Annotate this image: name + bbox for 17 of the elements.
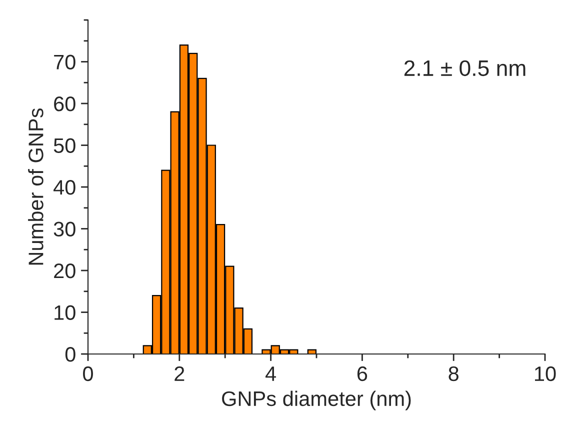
y-tick-label: 40 (54, 180, 76, 195)
y-tick-label: 70 (54, 54, 76, 70)
x-tick-label: 10 (535, 366, 556, 382)
y-axis-title: Number of GNPs (28, 108, 44, 265)
y-tick-label: 30 (54, 222, 76, 237)
x-axis-title: GNPs diameter (nm) (222, 390, 411, 410)
y-tick-label: 10 (54, 305, 76, 320)
y-tick-label: 60 (54, 96, 76, 112)
y-tick-label: 20 (54, 264, 76, 278)
x-tick-label: 2 (174, 366, 184, 381)
x-tick-label: 6 (357, 366, 368, 382)
y-tick-label: 50 (54, 138, 76, 154)
y-tick-label: 0 (65, 347, 76, 362)
annotation: 2.1 ± 0.5 nm (404, 60, 526, 76)
x-tick-label: 0 (83, 366, 93, 382)
x-tick-label: 4 (265, 366, 276, 381)
x-tick-label: 8 (448, 366, 458, 382)
